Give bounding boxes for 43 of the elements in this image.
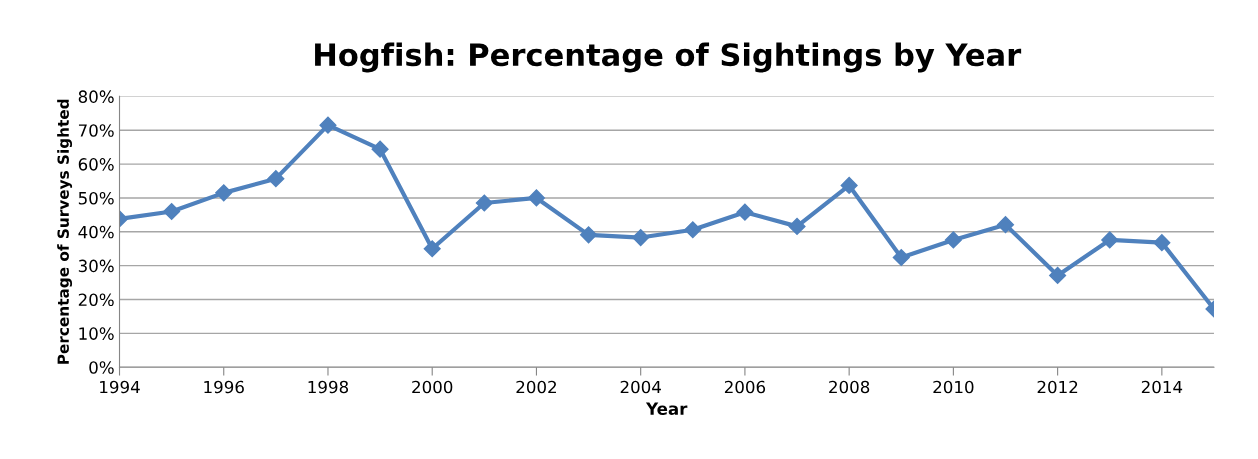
point <box>1153 234 1171 252</box>
point <box>1049 266 1067 285</box>
y-axis-title: Percentage of Surveys Sighted <box>57 99 73 364</box>
point <box>475 194 493 212</box>
point <box>527 189 545 207</box>
point <box>580 226 598 244</box>
point <box>632 228 650 247</box>
point <box>215 184 233 202</box>
point <box>840 176 858 194</box>
point <box>892 248 910 267</box>
point <box>684 221 702 239</box>
point <box>996 216 1015 234</box>
x-tick-label: 1996 <box>204 380 244 394</box>
x-tick-label: 2006 <box>724 380 766 394</box>
x-tick-label: 2000 <box>412 380 453 394</box>
point <box>1101 231 1119 249</box>
point <box>319 116 337 134</box>
y-tick-label: 70% <box>78 124 114 137</box>
x-axis-title: Year <box>645 402 688 415</box>
x-tick-label: 2004 <box>620 380 661 394</box>
point <box>163 202 181 221</box>
y-tick-label: 10% <box>79 327 114 340</box>
x-tick-label: 1994 <box>100 380 140 394</box>
y-tick-label: 0% <box>89 361 114 374</box>
point <box>371 140 389 158</box>
y-tick-label: 80% <box>78 90 114 103</box>
y-tick-label: 60% <box>78 158 114 171</box>
y-tick-label: 30% <box>78 259 114 273</box>
y-tick-label: 50% <box>78 191 114 205</box>
x-tick-label: 2010 <box>933 380 974 394</box>
x-tick-label: 2008 <box>829 380 870 394</box>
y-tick-label: 20% <box>78 293 114 307</box>
point <box>944 231 962 249</box>
point <box>788 217 806 235</box>
point <box>736 203 754 221</box>
x-tick-label: 2012 <box>1037 380 1078 394</box>
x-tick-label: 2014 <box>1141 380 1183 394</box>
point <box>423 240 441 258</box>
y-tick-label: 40% <box>78 225 114 239</box>
point <box>267 170 285 188</box>
x-tick-label: 2002 <box>516 380 556 394</box>
chart-title: Hogfish: Percentage of Sightings by Year <box>315 42 1022 73</box>
x-tick-label: 1998 <box>308 380 349 394</box>
